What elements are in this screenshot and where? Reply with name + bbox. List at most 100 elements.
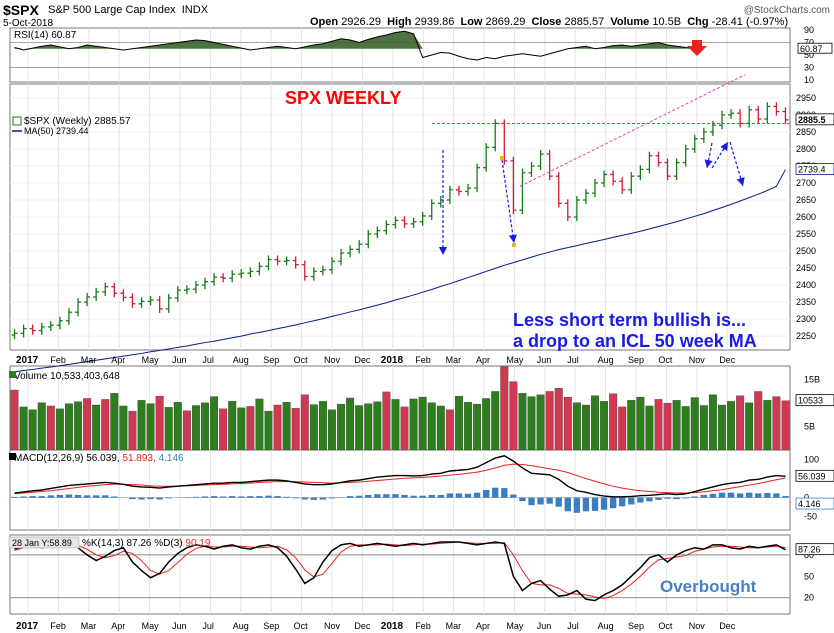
x-label-2: Mar [81,355,97,365]
macd-hist-46 [428,494,435,498]
volume-bar-53 [491,391,500,451]
annotation-line-2: a drop to an ICL 50 week MA [513,331,757,351]
bottom-x-label-5: Jun [172,621,187,631]
macd-hist-53 [492,487,499,498]
macd-hist-83 [764,493,771,498]
x-label-7: Aug [233,355,249,365]
macd-hist-68 [628,497,635,505]
bottom-x-label-11: Dec [354,621,371,631]
macd-hist-17 [165,497,172,499]
macd-hist-62 [573,497,581,513]
macd-hist-9 [92,495,100,498]
price-tick-14: 2250 [796,331,816,341]
volume-bar-24 [228,401,237,451]
x-label-17: Jun [537,355,552,365]
price-tick-5: 2700 [796,178,816,188]
bottom-x-label-16: May [506,621,524,631]
macd-hist-1 [20,496,27,498]
volume-bar-2 [28,409,37,451]
macd-hist-10 [102,495,109,498]
arrow-1-head [438,246,448,255]
volume-bar-25 [237,407,246,451]
macd-hist-last-box [795,497,834,510]
bottom-x-label-0: 2017 [16,621,39,632]
panel-frame-sto [9,534,791,615]
marker-gold-2 [512,243,516,247]
price-tick-9: 2500 [796,246,816,256]
bottom-x-label-23: Dec [719,621,736,631]
volume-bar-5 [55,408,64,451]
volume-bar-1 [19,406,28,451]
macd-hist-79 [727,492,735,498]
macd-hist-64 [591,497,599,511]
macd-hist-47 [437,494,444,498]
macd-hist-last-value: 4.146 [798,499,821,509]
macd-hist-14 [138,497,145,500]
volume-bar-84 [772,396,781,451]
price-tick-0: 2950 [796,93,816,103]
volume-bar-16 [155,395,164,451]
bottom-x-label-12: 2018 [381,621,404,632]
volume-bar-23 [219,408,228,451]
macd-hist-7 [74,494,82,498]
rsi-legend: RSI(14) 60.87 [14,30,77,41]
x-label-11: Dec [354,355,371,365]
bottom-x-label-2: Mar [81,621,97,631]
volume-bar-81 [745,402,754,451]
volume-legend: Volume 10,533,403,648 [14,371,120,382]
x-label-4: May [142,355,160,365]
macd-hist-33 [310,497,318,500]
macd-line [14,455,786,498]
volume-bar-82 [754,391,763,451]
volume-bar-47 [436,405,445,451]
macd-hist-30 [283,496,290,498]
volume-bar-71 [654,399,663,451]
price-tick-7: 2600 [796,212,816,222]
volume-last-box [795,394,834,407]
price-tick-8: 2550 [796,229,816,239]
volume-bar-8 [83,398,92,451]
macd-hist-28 [265,495,272,498]
macd-legend-part-2: 4.146 [159,453,184,464]
change-value: -28.41 [711,16,743,28]
volume-bar-31 [291,408,300,451]
rsi-tick-1: 70 [804,38,814,48]
macd-tick-0: 100 [804,455,819,465]
macd-hist-2 [29,496,36,498]
macd-tick-3: -50 [804,512,817,522]
volume-bar-18 [173,402,182,451]
macd-hist-58 [537,497,544,505]
volume-bar-60 [554,387,563,451]
bottom-x-label-8: Sep [263,621,279,631]
macd-hist-38 [356,495,363,498]
x-label-15: Apr [476,355,490,365]
volume-bar-40 [373,401,382,451]
x-label-20: Sep [628,355,644,365]
macd-hist-73 [673,497,680,500]
volume-bar-78 [718,404,726,451]
macd-legend: MACD(12,26,9) 56.039, 51.893, 4.146 [14,453,184,464]
volume-bar-70 [645,405,654,451]
macd-hist-41 [383,494,390,498]
macd-hist-70 [646,497,653,502]
macd-hist-24 [229,496,236,498]
volume-bar-27 [255,398,264,451]
macd-hist-81 [746,492,753,498]
volume-bar-36 [337,403,346,451]
volume-bar-55 [509,381,518,451]
bottom-x-label-15: Apr [476,621,490,631]
sto-last-value: 87.26 [798,545,821,555]
volume-bar-51 [473,403,482,451]
arrow-5-shaft [729,141,744,187]
x-label-14: Mar [446,355,462,365]
volume-last-value: 10533 [798,396,823,406]
volume-bar-10 [101,399,110,451]
macd-hist-66 [609,497,617,509]
volume-bar-26 [246,406,255,451]
bottom-x-label-7: Aug [233,621,249,631]
macd-hist-51 [473,492,481,498]
macd-hist-23 [219,496,227,498]
arrow-5-head [736,177,745,186]
volume-bar-50 [464,402,472,451]
x-label-5: Jun [172,355,187,365]
